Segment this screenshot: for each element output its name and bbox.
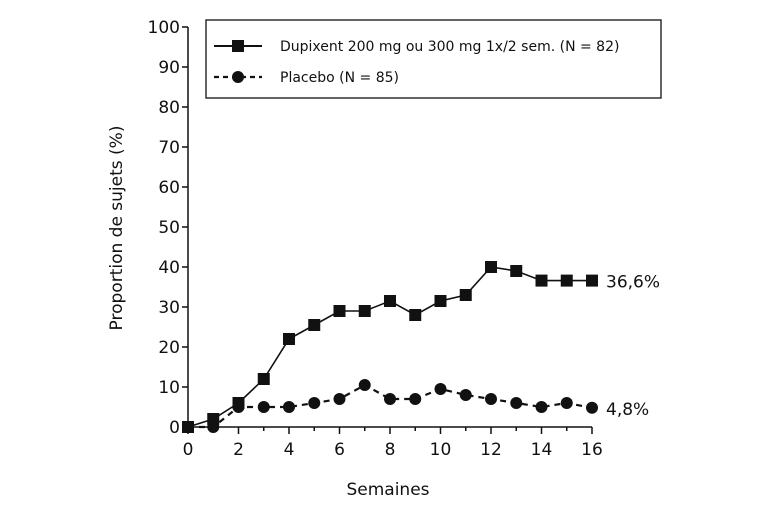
legend-marker-dupixent <box>232 40 244 52</box>
y-tick-label: 70 <box>158 138 180 158</box>
data-point-square <box>409 309 422 321</box>
legend-box <box>205 19 662 99</box>
x-tick-label: 0 <box>183 440 194 460</box>
x-tick-label: 6 <box>334 440 345 460</box>
x-tick-label: 10 <box>430 440 452 460</box>
data-point-circle <box>459 389 472 401</box>
data-point-square <box>358 305 371 317</box>
y-axis: 0 10 20 30 40 50 60 70 80 90 100 <box>148 18 189 438</box>
data-point-circle <box>283 401 295 413</box>
legend-label-dupixent: Dupixent 200 mg ou 300 mg 1x/2 sem. (N =… <box>280 39 619 55</box>
x-axis: 0 2 4 6 8 10 12 14 16 <box>183 426 603 460</box>
data-point-square <box>384 295 396 307</box>
data-point-square <box>535 274 548 287</box>
y-tick-label: 20 <box>158 338 180 358</box>
data-point-circle <box>485 393 497 405</box>
x-tick-label: 16 <box>581 440 603 460</box>
data-point-square <box>560 274 573 287</box>
data-point-square <box>434 295 447 307</box>
series-line <box>188 383 593 429</box>
data-point-square <box>485 261 497 273</box>
x-tick-label: 8 <box>385 440 396 460</box>
x-tick-label: 14 <box>531 440 553 460</box>
y-tick-label: 90 <box>158 58 180 78</box>
data-point-square <box>333 305 346 317</box>
x-tick-label: 4 <box>284 440 295 460</box>
data-point-circle <box>586 401 598 414</box>
series-placebo: 4,8% <box>182 379 649 433</box>
legend-label-placebo: Placebo (N = 85) <box>280 70 399 86</box>
data-point-circle <box>409 393 422 405</box>
data-point-circle <box>333 393 346 405</box>
y-tick-label: 10 <box>158 378 180 398</box>
data-point-circle <box>207 421 220 433</box>
data-point-circle <box>232 401 245 413</box>
end-value-label: 4,8% <box>606 400 649 420</box>
x-tick-label: 2 <box>233 440 244 460</box>
x-tick-label: 12 <box>480 440 502 460</box>
y-tick-label: 60 <box>158 178 180 198</box>
data-point-square <box>586 274 598 287</box>
legend: Dupixent 200 mg ou 300 mg 1x/2 sem. (N =… <box>205 19 662 99</box>
y-axis-title: Proportion de sujets (%) <box>107 126 127 331</box>
data-point-square <box>510 265 523 277</box>
data-point-circle <box>560 397 573 409</box>
legend-marker-placebo <box>232 71 244 83</box>
data-point-circle <box>182 421 194 433</box>
data-point-square <box>283 333 295 345</box>
data-point-circle <box>257 401 270 413</box>
data-point-circle <box>358 379 371 391</box>
x-axis-title: Semaines <box>346 480 429 500</box>
data-point-square <box>257 373 270 385</box>
data-point-circle <box>308 397 321 409</box>
data-point-circle <box>535 401 548 413</box>
y-tick-label: 50 <box>158 218 180 238</box>
end-value-label: 36,6% <box>606 273 660 293</box>
data-point-square <box>459 289 472 301</box>
data-point-circle <box>434 383 447 395</box>
series-layer: 36,6% 4,8% <box>182 261 660 433</box>
data-point-circle <box>510 397 523 409</box>
y-tick-label: 30 <box>158 298 180 318</box>
y-tick-label: 40 <box>158 258 180 278</box>
y-tick-label: 0 <box>169 418 180 438</box>
y-tick-label: 100 <box>148 18 180 38</box>
y-tick-label: 80 <box>158 98 180 118</box>
data-point-square <box>308 319 321 331</box>
series-dupixent: 36,6% <box>182 261 660 433</box>
data-point-circle <box>384 393 396 405</box>
